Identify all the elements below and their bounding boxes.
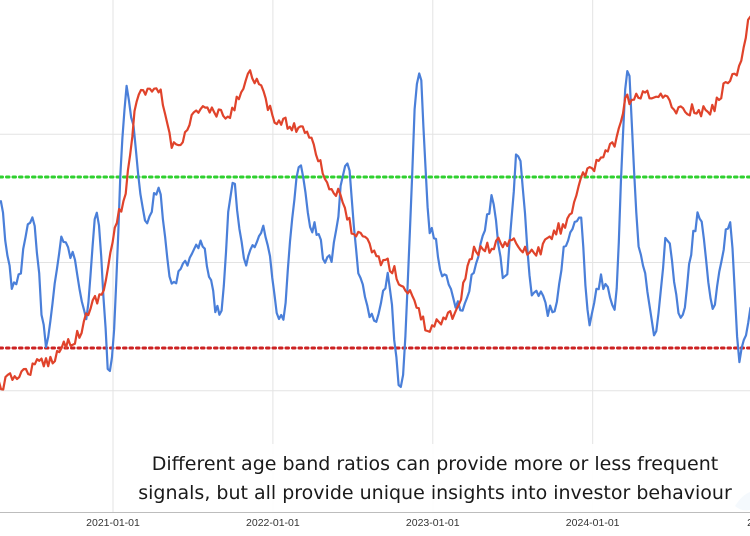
chart-grid [0, 0, 750, 513]
caption-line-2: signals, but all provide unique insights… [138, 482, 732, 504]
x-tick-label-2: 2023-01-01 [406, 517, 460, 529]
series-line-blue [0, 70, 750, 388]
caption: Different age band ratios can provide mo… [120, 450, 750, 508]
reference-lines [0, 175, 750, 350]
x-tick-label-0: 2021-01-01 [86, 517, 140, 529]
x-axis-ticks: 2021-01-01 2022-01-01 2023-01-01 2024-01-01… [86, 517, 750, 529]
caption-background [120, 444, 750, 512]
caption-line-1: Different age band ratios can provide mo… [151, 453, 719, 475]
x-tick-label-4: 20 [747, 517, 750, 529]
x-tick-label-1: 2022-01-01 [246, 517, 300, 529]
chart-series [0, 15, 750, 391]
series-line-red [0, 15, 750, 391]
x-tick-label-3: 2024-01-01 [566, 517, 620, 529]
